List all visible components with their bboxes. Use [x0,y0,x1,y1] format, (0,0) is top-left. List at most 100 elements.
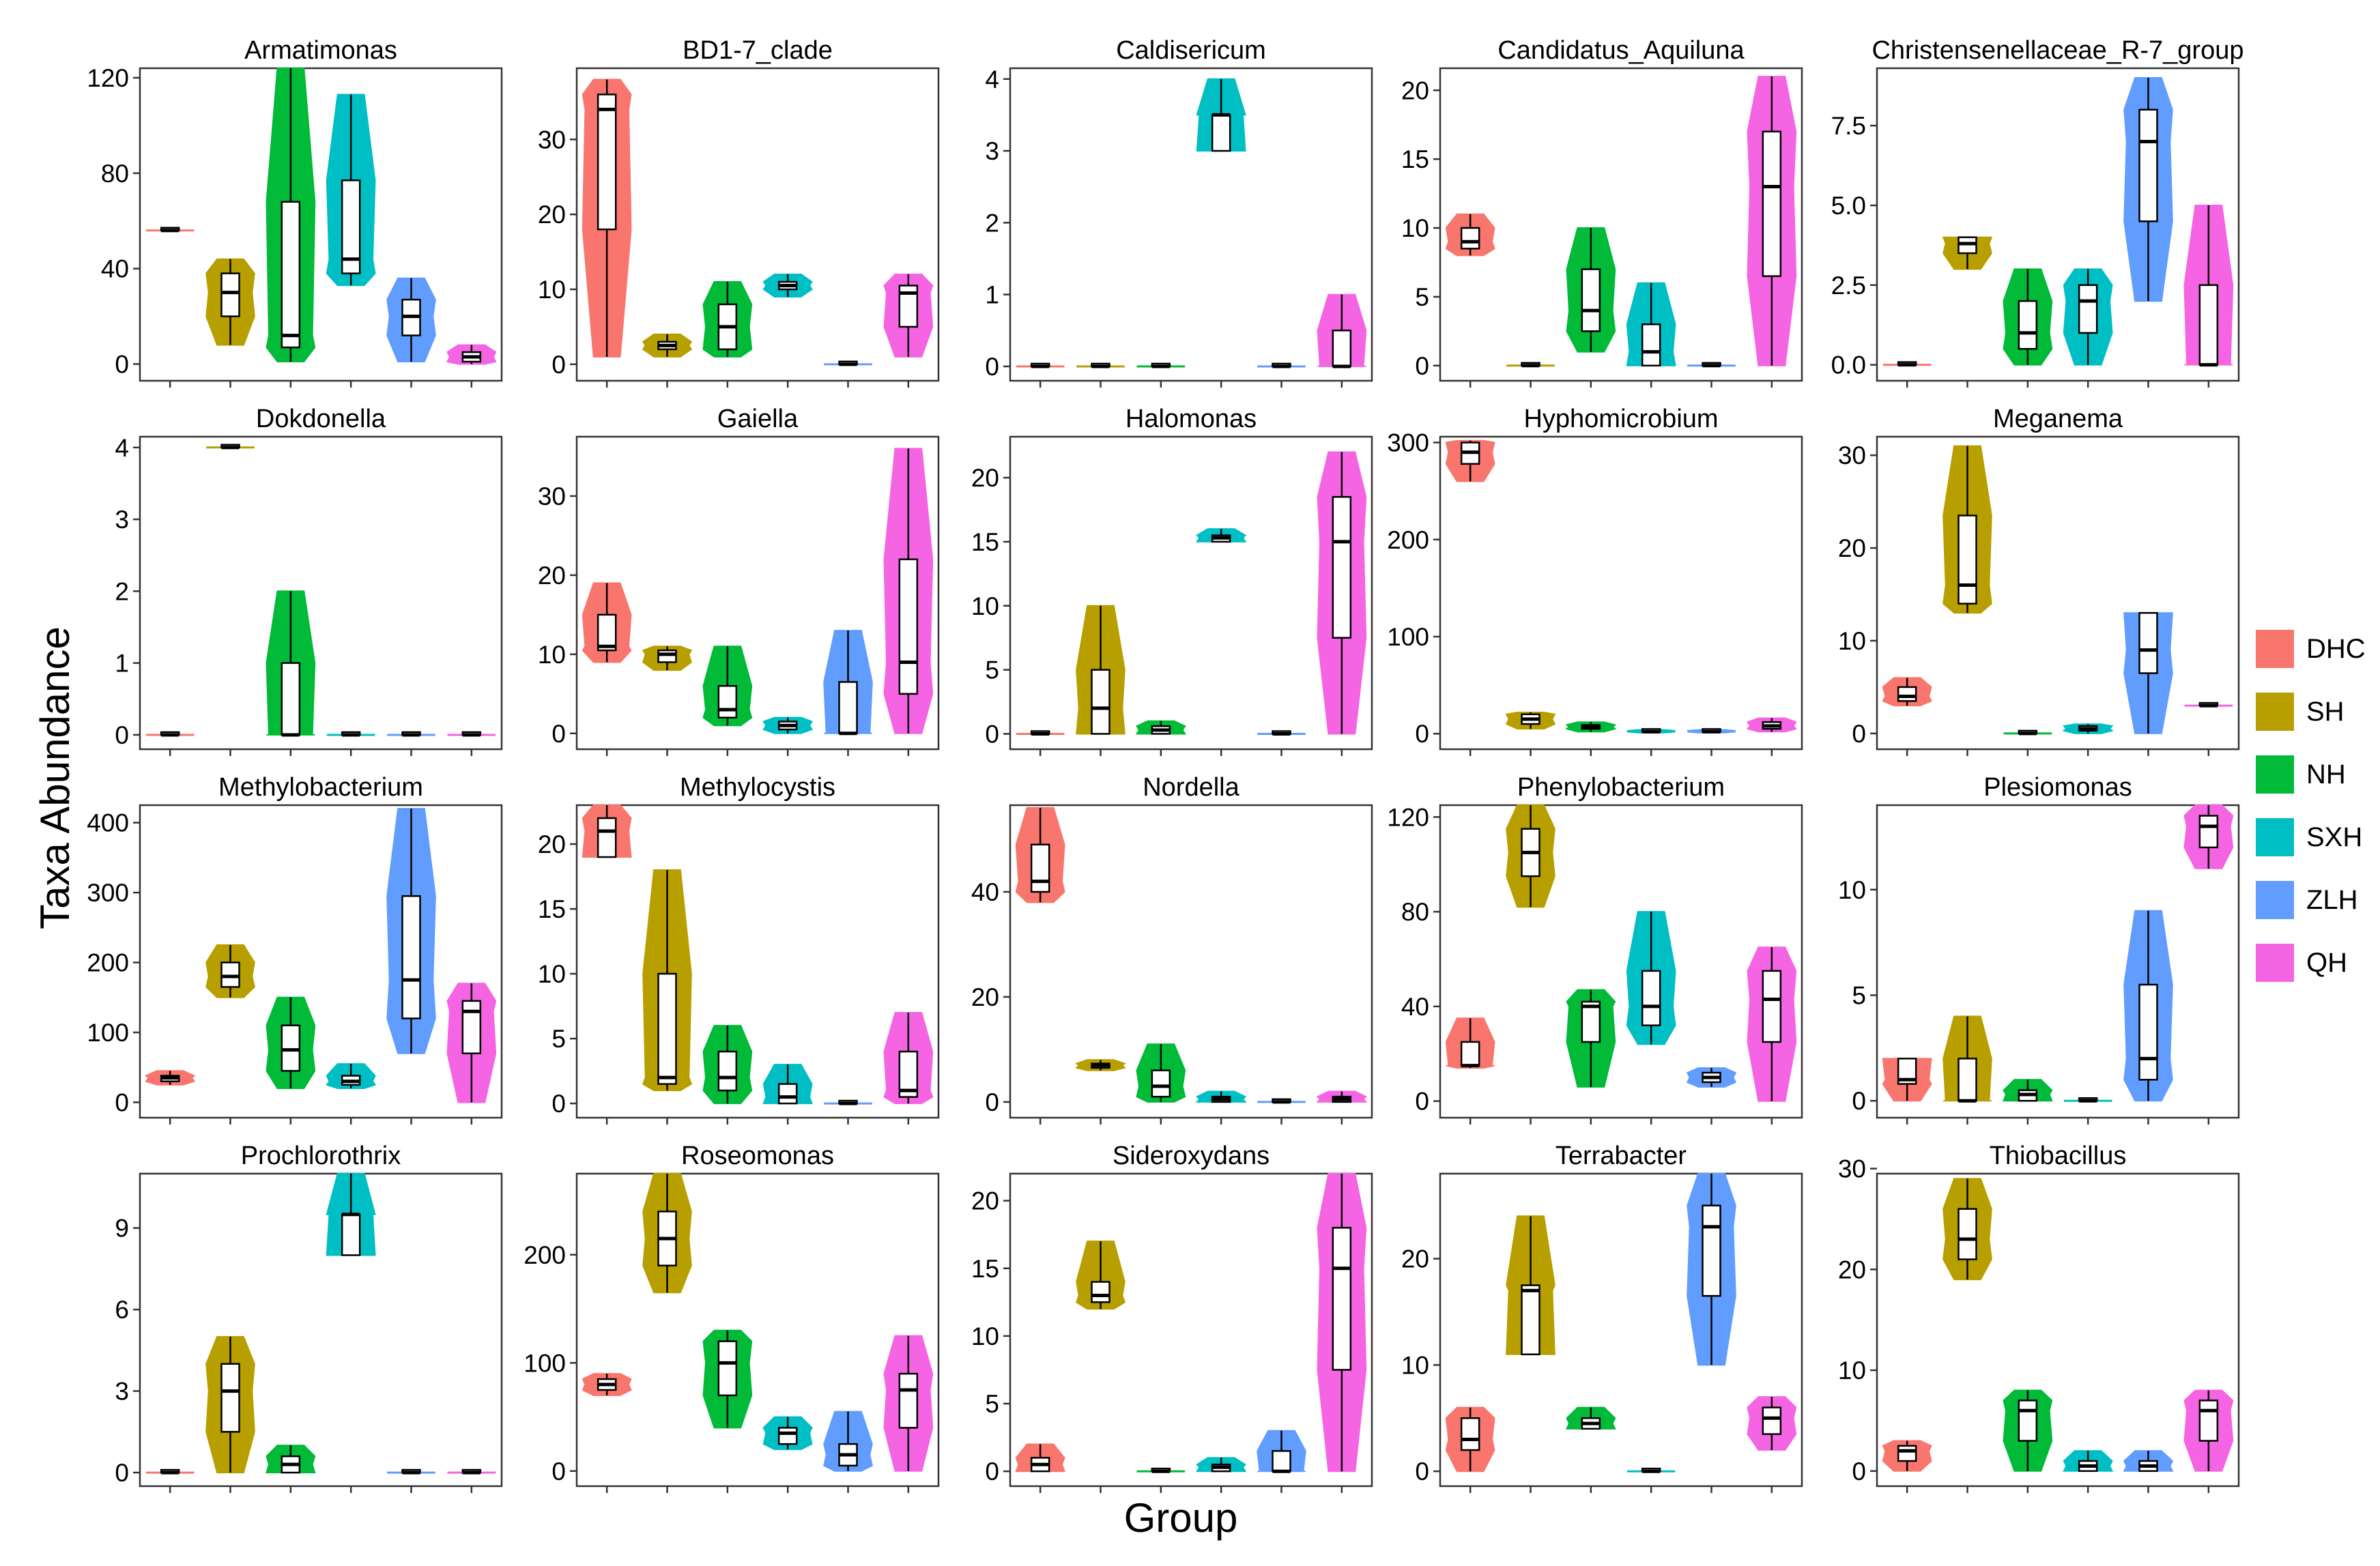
y-tick-label: 15 [1401,145,1429,173]
y-tick-label: 10 [538,276,566,304]
box-qh [2198,284,2219,366]
panel-bd1-7-clade: BD1-7_clade 0 10 20 30 [538,36,940,388]
y-tick-label: 100 [87,1019,129,1047]
box-qh [1332,495,1352,639]
y-tick-label: 5 [985,656,999,684]
panel-christensenellaceae-r-7-group: Christensenellaceae_R-7_group 0.0 2.5 5.0 7.… [1831,36,2244,388]
y-tick-label: 5 [1415,283,1429,311]
panel-title: Phenylobacterium [1517,773,1725,802]
box-qh [1762,970,1782,1043]
box-qh [1762,1406,1782,1435]
y-tick-label: 0 [1415,720,1429,748]
y-tick-label: 200 [1387,526,1429,554]
box-sxh [777,1083,798,1105]
y-tick-label: 9 [115,1215,129,1243]
y-tick-label: 0 [115,351,129,379]
y-tick-label: 20 [538,562,566,590]
panel-armatimonas: Armatimonas 0 40 80 120 [87,36,503,388]
panel-frame [575,804,940,1119]
legend-label: SXH [2306,822,2363,852]
legend-item-sxh: SXH [2256,806,2366,869]
y-tick-label: 200 [524,1241,566,1269]
y-tick-label: 80 [1401,898,1429,926]
box-sxh [1641,970,1661,1026]
y-tick-label: 300 [87,879,129,907]
y-tick-label: 10 [1838,1357,1866,1384]
box-nh [281,201,301,349]
panel-prochlorothrix: Prochlorothrix 0 3 6 9 [115,1142,503,1493]
legend-item-zlh: ZLH [2256,869,2366,931]
box-dhc [1897,1445,1917,1462]
panel-hyphomicrobium: Hyphomicrobium 0 100 200 300 [1387,405,1803,756]
y-tick-label: 0 [115,1088,129,1116]
box-zlh [1702,1204,1721,1297]
legend-swatch [2256,881,2294,919]
y-tick-label: 6 [115,1296,129,1324]
y-tick-label: 400 [87,809,129,837]
y-tick-label: 30 [538,126,566,154]
legend-item-dhc: DHC [2256,618,2366,680]
box-sh [657,972,677,1085]
y-tick-label: 4 [985,66,999,93]
panel-title: Meganema [1993,405,2123,433]
y-tick-label: 4 [115,434,129,462]
box-dhc [1897,686,1917,702]
panel-title: Sideroxydans [1113,1142,1270,1170]
y-tick-label: 30 [1838,1155,1866,1183]
box-sxh [341,1213,361,1256]
box-qh [898,1372,919,1429]
y-tick-label: 120 [87,64,129,92]
box-sh [1091,1281,1110,1303]
y-tick-label: 10 [971,1322,999,1350]
panel-title: Methylocystis [680,773,835,802]
y-tick-label: 20 [1838,534,1866,562]
panel-title: Methylobacterium [218,773,423,802]
box-sh [1958,1208,1977,1260]
y-tick-label: 0 [551,1458,566,1485]
box-zlh [401,895,421,1019]
box-nh [717,1050,738,1092]
legend-swatch [2256,630,2294,668]
panel-meganema: Meganema 0 10 20 30 [1838,405,2240,756]
box-sh [220,961,240,988]
panel-frame [1876,804,2240,1119]
box-zlh [2138,983,2158,1081]
box-dhc [597,613,617,652]
box-sxh [1211,114,1231,152]
box-sh [1091,669,1110,735]
y-tick-label: 0 [1415,352,1429,380]
legend-swatch [2256,944,2294,982]
y-tick-label: 20 [971,464,999,492]
box-sh [220,272,240,317]
panel-methylobacterium: Methylobacterium 0 100 200 300 400 [87,773,503,1125]
box-sxh [1641,323,1661,367]
box-qh [1332,1227,1352,1371]
panel-frame [1876,435,2240,751]
box-dhc [1460,227,1480,250]
panel-title: Prochlorothrix [241,1142,401,1170]
panel-roseomonas: Roseomonas 0 100 200 [524,1142,940,1493]
legend-label: NH [2306,759,2346,789]
y-tick-label: 1 [985,281,999,309]
panel-title: Gaiella [717,405,799,433]
y-tick-label: 300 [1387,429,1429,457]
y-tick-label: 10 [538,960,566,988]
panel-title: Thiobacillus [1990,1142,2127,1170]
box-qh [898,558,919,695]
y-tick-label: 20 [971,1187,999,1215]
panel-title: Dokdonella [256,405,386,433]
y-tick-label: 2.5 [1831,272,1866,300]
y-tick-label: 30 [1838,441,1866,469]
box-sh [220,1363,240,1433]
box-zlh [838,681,858,735]
box-sxh [777,1427,798,1445]
panel-frame [1009,1172,1373,1488]
box-sh [1521,1284,1540,1356]
panel-frame [575,67,940,382]
panel-nordella: Nordella 0 20 40 [971,773,1373,1125]
panel-title: Plesiomonas [1983,773,2132,802]
y-tick-label: 5.0 [1831,192,1866,220]
y-tick-label: 0 [1852,1458,1866,1485]
panel-frame [139,804,503,1119]
